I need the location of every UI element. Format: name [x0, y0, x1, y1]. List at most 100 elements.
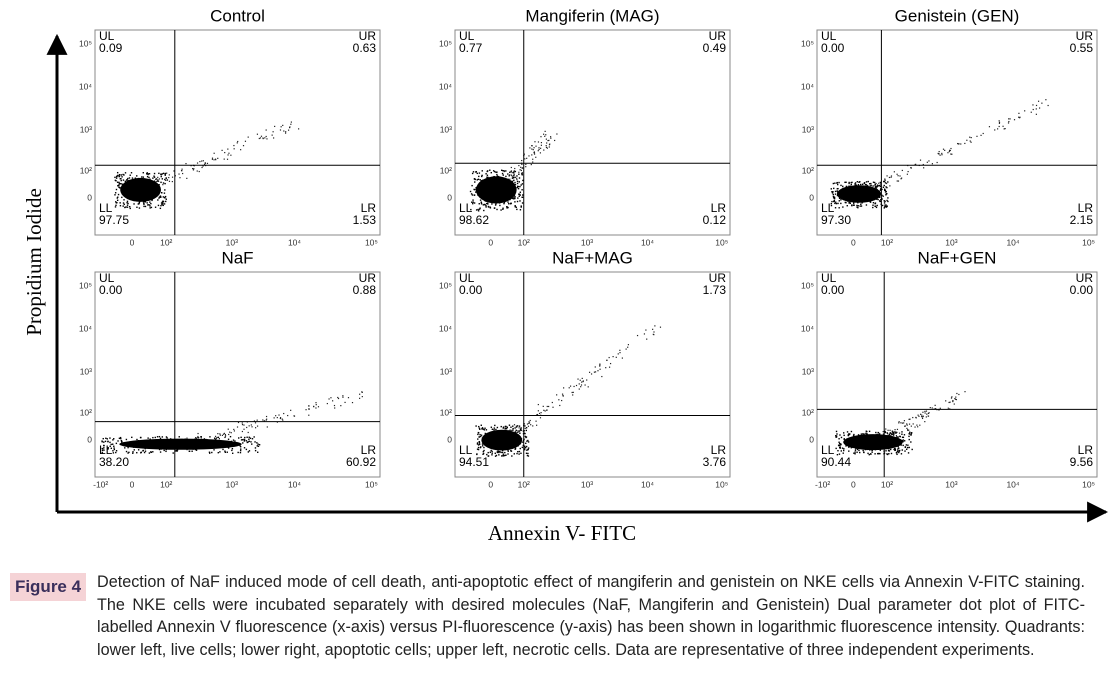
dot	[116, 199, 119, 201]
dot	[544, 410, 546, 412]
dot	[871, 451, 873, 453]
y-tick-label: 10²	[802, 408, 814, 418]
dot	[153, 175, 155, 177]
dot	[513, 198, 515, 200]
dot	[158, 196, 161, 198]
x-tick-label: 10⁵	[365, 237, 378, 247]
dot	[494, 455, 497, 457]
dot	[519, 169, 521, 171]
x-tick-label: 10³	[226, 479, 238, 489]
dot	[886, 199, 888, 202]
dot	[910, 425, 912, 427]
dot	[856, 451, 858, 453]
dot	[254, 427, 257, 429]
dot	[217, 433, 219, 435]
dot	[881, 204, 884, 207]
y-tick-label: 10²	[802, 166, 814, 176]
dot	[160, 181, 162, 184]
dot	[204, 162, 206, 165]
dot	[900, 444, 902, 446]
dot	[197, 437, 200, 439]
quadrant-value: 0.09	[99, 41, 123, 55]
dot	[909, 418, 911, 420]
dot	[211, 158, 214, 160]
dot	[117, 196, 119, 198]
dot	[130, 172, 133, 174]
dot	[507, 173, 509, 175]
dot	[922, 411, 924, 413]
dot	[937, 152, 939, 155]
dot	[521, 159, 523, 162]
dot	[103, 447, 105, 449]
dot	[476, 448, 479, 450]
dot	[486, 174, 489, 176]
dot	[333, 404, 336, 407]
dot	[519, 432, 521, 434]
dot	[226, 451, 228, 453]
dot	[907, 444, 909, 446]
quadrant-value: 0.12	[703, 213, 727, 227]
dot	[856, 180, 859, 183]
dot	[548, 405, 550, 408]
dot	[850, 447, 853, 449]
dot	[537, 410, 539, 412]
dot	[142, 176, 145, 178]
dot	[902, 444, 904, 447]
dot	[898, 449, 901, 452]
dot	[122, 173, 124, 176]
dot	[569, 385, 572, 387]
dot	[351, 401, 354, 404]
quadrant-value: 9.56	[1070, 455, 1094, 469]
dot	[845, 445, 847, 447]
quadrant-label: UL	[99, 29, 115, 43]
dot	[857, 184, 860, 186]
x-tick-label: 10²	[518, 237, 530, 247]
dot	[512, 176, 514, 178]
dot	[127, 452, 129, 454]
dot	[162, 184, 164, 186]
x-tick-label: 10²	[160, 479, 172, 489]
dot	[884, 204, 886, 206]
dot	[877, 452, 879, 455]
dot	[578, 383, 580, 385]
dot	[902, 441, 904, 443]
dot	[481, 427, 484, 429]
dot	[198, 170, 200, 173]
dot	[115, 450, 118, 452]
dot	[482, 428, 485, 430]
dot	[161, 178, 164, 180]
dot	[480, 435, 482, 438]
dot	[516, 177, 518, 179]
dot	[952, 399, 954, 402]
dot	[120, 179, 122, 182]
dot	[949, 401, 951, 403]
dot	[116, 181, 119, 183]
dot	[903, 440, 906, 442]
dot	[150, 206, 153, 209]
dot	[851, 181, 853, 184]
dot	[102, 437, 104, 440]
x-tick-label: 10²	[518, 479, 530, 489]
dot	[199, 160, 201, 163]
dot	[490, 449, 492, 452]
dot	[489, 207, 492, 209]
dot	[165, 200, 167, 203]
dot	[885, 194, 887, 196]
quadrant-value: 0.00	[821, 283, 845, 297]
dot	[531, 154, 533, 156]
dot	[326, 402, 328, 405]
dot	[525, 436, 527, 439]
dot	[234, 440, 236, 442]
dot	[881, 188, 883, 191]
dot	[901, 431, 903, 433]
dot	[478, 440, 481, 443]
dot	[1035, 104, 1038, 107]
dot	[136, 175, 138, 177]
dot	[246, 441, 249, 444]
dot	[525, 429, 528, 432]
dot	[512, 429, 514, 431]
dot	[514, 195, 516, 198]
y-tick-label: 10⁴	[79, 324, 92, 334]
dot	[483, 203, 486, 206]
dot	[472, 202, 474, 205]
